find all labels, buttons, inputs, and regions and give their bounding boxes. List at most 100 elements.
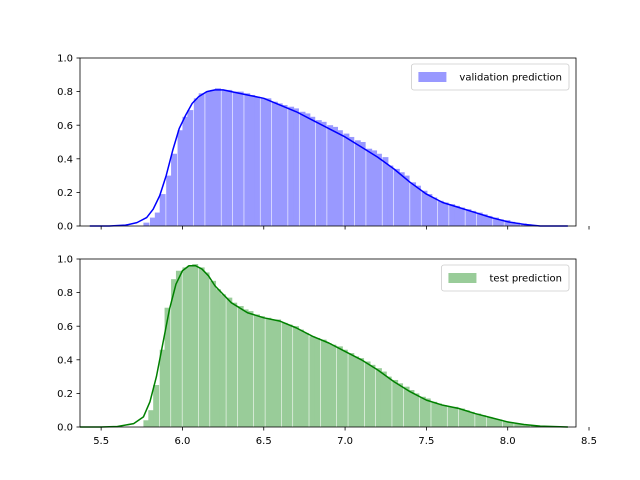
test-hist-bar [491,418,498,427]
test-hist-bar [380,371,387,427]
test-y-tick-label: 0.6 [57,322,73,333]
test-hist-bar [468,411,475,427]
validation-axes-frame [79,57,577,227]
validation-legend-box [411,63,570,91]
validation-hist-bar [226,89,233,226]
test-x-tick-label: 6.0 [174,436,190,447]
test-hist-bar [286,324,293,427]
test-hist-bar [458,408,465,427]
validation-hist-bar [149,217,156,226]
validation-hist-bar [470,210,477,226]
validation-hist-bar [254,96,260,226]
validation-hist-bar [431,197,438,226]
validation-hist-bar [486,215,493,226]
test-hist-bar [475,413,482,427]
validation-hist-bar [271,101,278,226]
validation-hist-bar [336,130,343,226]
validation-y-tick-label: 0.4 [57,154,73,165]
test-y-tick-label: 0.4 [57,355,73,366]
validation-y-tick-label: 0.8 [57,87,73,98]
test-hist-bar [375,368,382,427]
validation-hist-bar [309,116,316,226]
test-kde-line [80,264,568,428]
validation-hist-bar [299,111,306,226]
test-hist-bar [275,319,282,427]
test-hist-bar [358,358,365,427]
validation-prediction-panel: 0.0 0.2 0.4 0.6 0.8 1.0 validation prediction [57,54,590,233]
validation-hist-bar [276,103,283,226]
validation-hist-bar [171,153,177,226]
test-hist-bar [330,344,337,427]
validation-hist-bar [504,220,511,226]
validation-legend-label: validation prediction [459,73,562,84]
test-x-tick-label: 8.5 [581,436,597,447]
test-legend-label: test prediction [489,274,562,285]
test-hist-bar [198,267,205,427]
validation-y-tick-label: 0.6 [57,121,73,132]
test-hist-bar [447,406,454,427]
test-legend-box [441,264,570,292]
validation-hist-bar [442,202,449,226]
test-y-axis: 0.0 0.2 0.4 0.6 0.8 1.0 [57,255,80,434]
test-hist-bar [265,317,272,427]
test-hist-bar [143,420,150,427]
test-hist-bar [219,294,226,427]
test-hist-bar [226,297,233,427]
test-hist-bar [203,272,210,427]
validation-histogram [143,88,543,227]
validation-hist-bar [393,168,400,226]
validation-hist-bar [304,113,311,226]
test-hist-bar [148,410,155,427]
validation-hist-bar [260,98,267,226]
test-hist-bar [182,267,189,427]
validation-x-axis [100,226,590,230]
validation-hist-bar [382,157,389,226]
validation-hist-bar [398,172,405,226]
validation-hist-bar [421,190,428,226]
validation-hist-bar [343,133,350,226]
test-hist-bar [519,424,526,427]
validation-hist-bar [514,222,521,226]
validation-legend-swatch [418,72,447,82]
test-hist-bar [348,353,355,427]
validation-hist-bar [497,219,504,226]
validation-hist-bar [293,108,299,226]
test-hist-bar [530,425,537,427]
validation-hist-bar [493,217,499,226]
test-hist-bar [408,390,415,427]
validation-hist-bar [214,88,221,227]
validation-hist-bar [193,98,200,226]
test-x-tick-label: 6.5 [256,436,272,447]
validation-y-tick-label: 0.2 [57,188,73,199]
validation-y-axis: 0.0 0.2 0.4 0.6 0.8 1.0 [57,54,80,233]
validation-hist-bar [481,214,488,226]
validation-hist-bar [249,94,256,227]
test-hist-bar [192,264,199,427]
test-y-tick-label: 0.2 [57,389,73,400]
test-hist-bar [293,326,299,427]
validation-hist-bar [182,116,189,226]
validation-hist-bar [166,175,173,226]
validation-hist-bar [288,106,295,226]
test-x-axis: 5.5 6.0 6.5 7.0 7.5 8.0 8.5 [93,427,597,447]
test-hist-bar [270,319,277,427]
test-hist-bar [314,337,321,427]
test-legend-swatch [448,273,477,283]
test-x-tick-label: 8.0 [500,436,516,447]
test-hist-bar [153,385,160,427]
test-hist-bar [480,415,486,427]
test-axes-frame [79,258,577,428]
test-y-tick-label: 0.8 [57,288,73,299]
test-hist-bar [436,403,443,427]
validation-y-tick-label: 0.0 [57,222,73,233]
validation-hist-bar [198,93,205,226]
test-hist-bar [452,406,459,427]
validation-hist-bar [265,98,272,226]
validation-hist-bar [281,105,288,226]
validation-legend: validation prediction [411,63,570,91]
validation-hist-bar [387,165,394,226]
validation-hist-bar [454,205,460,226]
test-y-tick-label: 1.0 [57,255,73,266]
validation-hist-bar [410,182,417,226]
test-hist-bar [281,322,288,427]
